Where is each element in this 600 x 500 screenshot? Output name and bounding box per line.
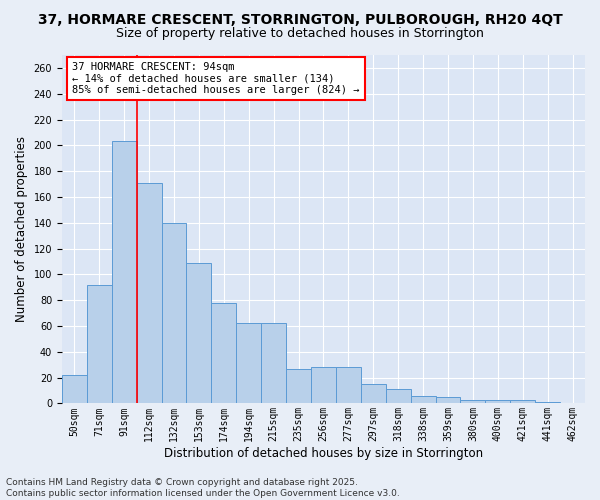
Bar bbox=[87, 284, 112, 404]
Bar bbox=[410, 396, 436, 404]
Bar bbox=[485, 400, 510, 404]
Bar bbox=[187, 263, 211, 404]
Bar bbox=[261, 324, 286, 404]
Bar bbox=[161, 223, 187, 404]
Y-axis label: Number of detached properties: Number of detached properties bbox=[15, 136, 28, 322]
Bar bbox=[236, 324, 261, 404]
Bar bbox=[311, 368, 336, 404]
Bar bbox=[137, 183, 161, 404]
Bar bbox=[62, 375, 87, 404]
Bar bbox=[510, 400, 535, 404]
Bar bbox=[460, 400, 485, 404]
Bar bbox=[436, 397, 460, 404]
Text: 37, HORMARE CRESCENT, STORRINGTON, PULBOROUGH, RH20 4QT: 37, HORMARE CRESCENT, STORRINGTON, PULBO… bbox=[38, 12, 562, 26]
Bar bbox=[286, 368, 311, 404]
Text: 37 HORMARE CRESCENT: 94sqm
← 14% of detached houses are smaller (134)
85% of sem: 37 HORMARE CRESCENT: 94sqm ← 14% of deta… bbox=[73, 62, 360, 95]
Bar bbox=[361, 384, 386, 404]
Bar bbox=[211, 303, 236, 404]
Bar bbox=[535, 402, 560, 404]
Text: Contains HM Land Registry data © Crown copyright and database right 2025.
Contai: Contains HM Land Registry data © Crown c… bbox=[6, 478, 400, 498]
Bar bbox=[336, 368, 361, 404]
Text: Size of property relative to detached houses in Storrington: Size of property relative to detached ho… bbox=[116, 28, 484, 40]
Bar bbox=[386, 389, 410, 404]
X-axis label: Distribution of detached houses by size in Storrington: Distribution of detached houses by size … bbox=[164, 447, 483, 460]
Bar bbox=[112, 142, 137, 404]
